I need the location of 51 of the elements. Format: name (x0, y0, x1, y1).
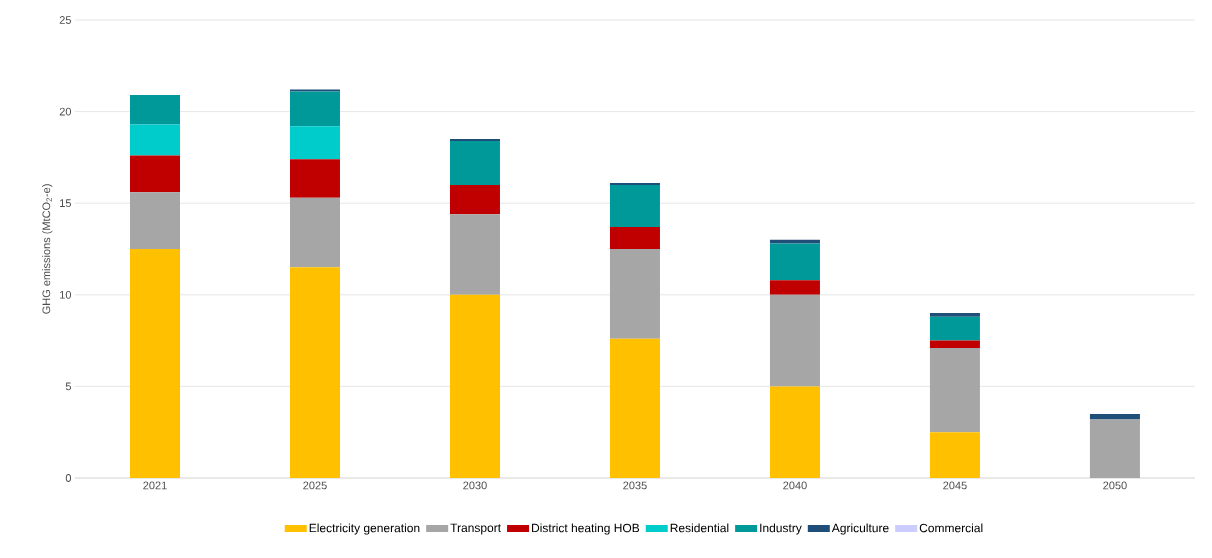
bar (929, 432, 980, 478)
bar (1089, 419, 1140, 478)
bar (929, 347, 980, 433)
x-tick-label: 2050 (1103, 481, 1127, 490)
legend-label: Industry (760, 523, 802, 535)
legend-label: Residential (670, 523, 729, 533)
bar (929, 313, 980, 317)
legend-label: Transport (450, 523, 501, 535)
y-tick-label: 15 (60, 199, 71, 208)
bar (130, 95, 180, 125)
bar (130, 155, 180, 193)
x-tick-label: 2035 (623, 481, 647, 490)
bar (609, 338, 660, 478)
y-tick-label: 10 (60, 290, 72, 299)
y-tick-label: 25 (59, 16, 71, 24)
bar (769, 243, 820, 281)
bar (449, 214, 500, 295)
bar (609, 249, 660, 339)
x-tick-label: 2030 (463, 481, 487, 490)
bar (130, 192, 180, 249)
y-tick-label: 5 (65, 382, 71, 391)
bar (449, 294, 500, 478)
bar (609, 184, 660, 228)
bar (449, 140, 500, 185)
legend-label: Commercial (919, 523, 983, 533)
bar (769, 239, 820, 244)
bar (130, 249, 180, 478)
bar (769, 294, 820, 387)
legend-label: District heating HOB (532, 523, 640, 535)
x-tick-label: 2045 (943, 481, 967, 490)
bar (769, 280, 820, 295)
bar (289, 159, 340, 198)
bar (289, 197, 340, 268)
bar (289, 267, 340, 478)
y-tick-label: 20 (59, 107, 72, 116)
legend-label: Electricity generation (309, 523, 420, 535)
y-axis-title: GHG emissions (MtCO$_{2}$-e) (42, 184, 53, 314)
legend-label: Agriculture (831, 523, 889, 535)
bar (769, 386, 820, 478)
bar (1089, 413, 1140, 420)
x-tick-label: 2025 (303, 481, 327, 490)
bar (289, 91, 340, 127)
bar (130, 124, 180, 156)
x-tick-label: 2040 (783, 481, 807, 490)
bar (609, 227, 660, 249)
bar (449, 184, 500, 215)
bar (929, 316, 980, 341)
bar (289, 126, 340, 160)
y-tick-label: 0 (65, 474, 72, 482)
x-tick-label: 2021 (143, 481, 167, 490)
bar (929, 340, 980, 348)
